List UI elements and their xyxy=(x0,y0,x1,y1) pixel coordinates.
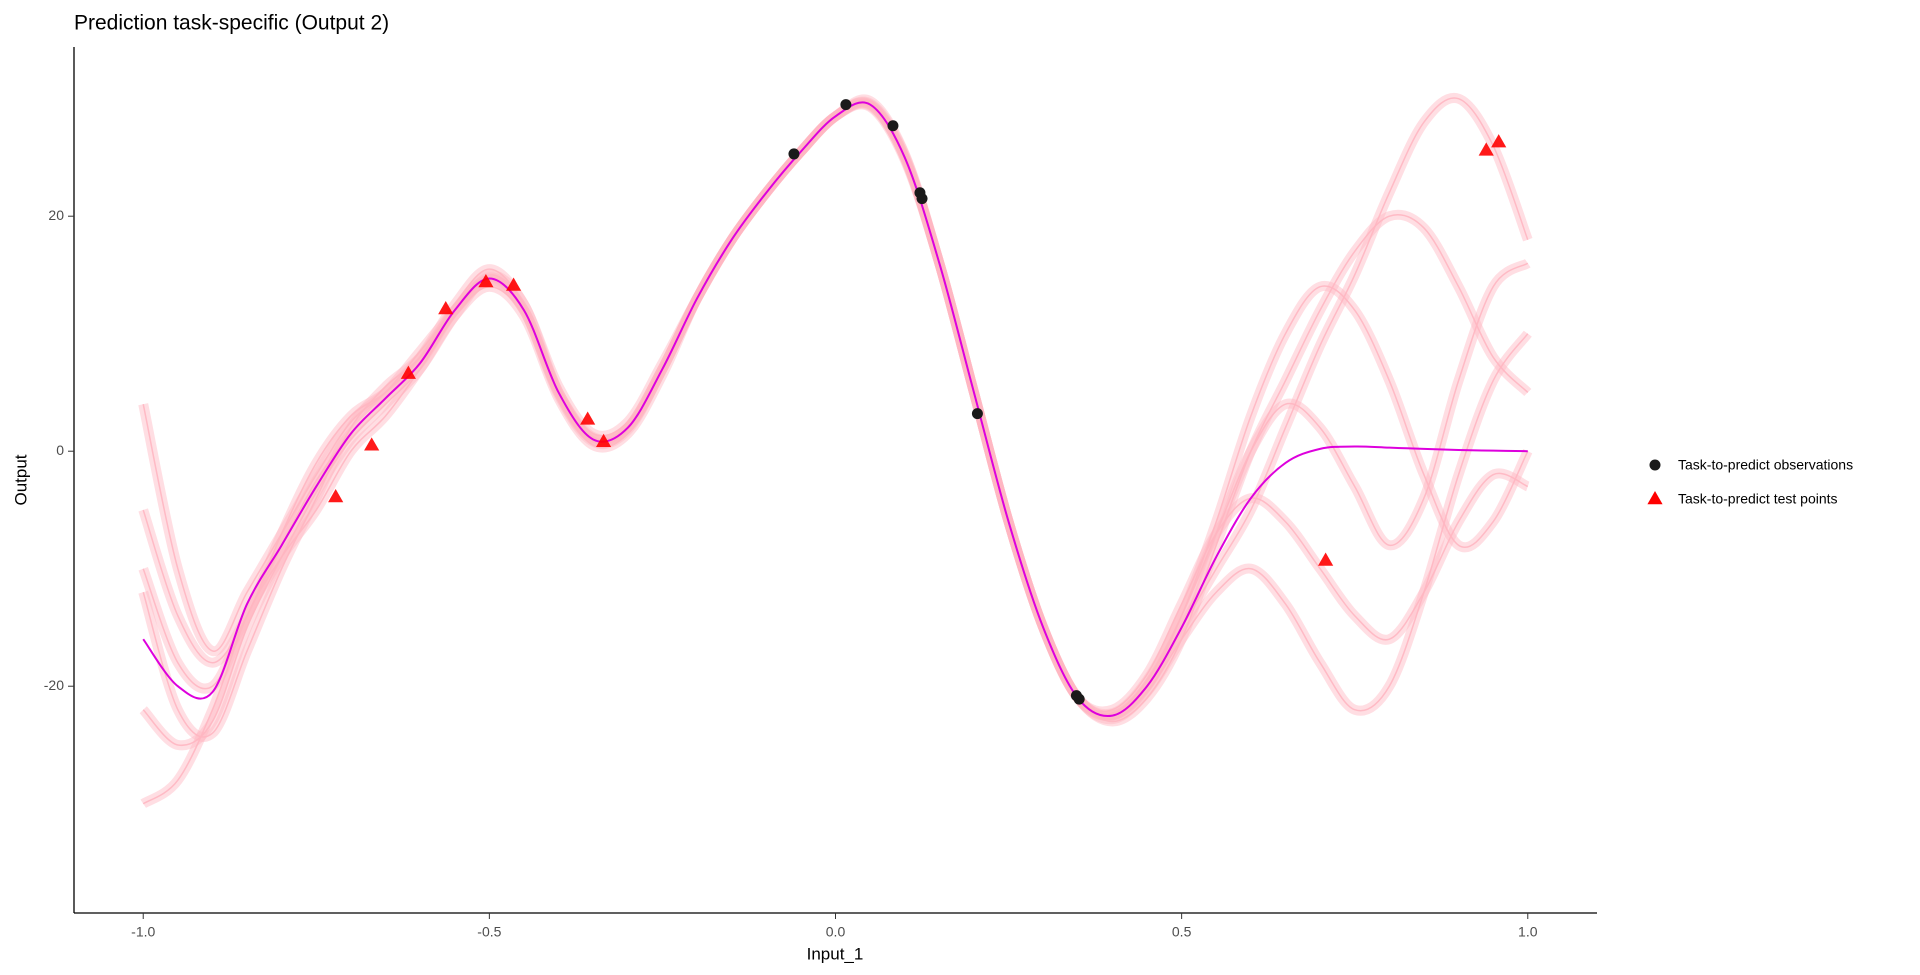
test-point xyxy=(595,433,612,448)
observation-point xyxy=(887,120,899,132)
test-point xyxy=(478,274,494,288)
legend-symbol xyxy=(1649,459,1661,471)
observation-point xyxy=(916,193,928,205)
x-tick-label: -0.5 xyxy=(477,924,501,940)
sample-curve xyxy=(138,94,1532,727)
legend-label: Task-to-predict observations xyxy=(1678,457,1853,473)
y-tick-label: 20 xyxy=(48,207,64,223)
observation-point xyxy=(1073,693,1085,705)
chart-title: Prediction task-specific (Output 2) xyxy=(74,12,389,35)
y-axis-title: Output xyxy=(11,454,30,505)
test-point xyxy=(580,411,596,425)
mean-line xyxy=(142,101,1528,717)
legend-label: Task-to-predict test points xyxy=(1678,491,1838,507)
x-tick-label: 0.5 xyxy=(1172,924,1192,940)
x-tick-label: 1.0 xyxy=(1518,924,1538,940)
x-tick-label: 0.0 xyxy=(826,924,846,940)
observation-point xyxy=(971,408,983,420)
y-tick-label: 0 xyxy=(56,442,64,458)
x-axis-title: Input_1 xyxy=(807,944,864,963)
observation-point xyxy=(840,99,852,111)
legend-symbol xyxy=(1647,491,1663,505)
test-point xyxy=(328,489,344,503)
test-point xyxy=(438,301,454,315)
test-point xyxy=(364,437,380,451)
test-point xyxy=(1478,142,1494,156)
x-tick-label: -1.0 xyxy=(131,924,155,940)
sample-curve xyxy=(140,99,1530,809)
sample-curve-edge xyxy=(142,97,1529,717)
test-point xyxy=(1318,552,1334,566)
test-point xyxy=(505,277,522,291)
observation-point xyxy=(788,148,800,160)
test-point xyxy=(400,365,416,379)
sample-curve xyxy=(138,92,1533,721)
test-point xyxy=(1491,134,1507,148)
sample-curve-edge xyxy=(142,98,1529,723)
y-tick-label: -20 xyxy=(44,677,64,693)
